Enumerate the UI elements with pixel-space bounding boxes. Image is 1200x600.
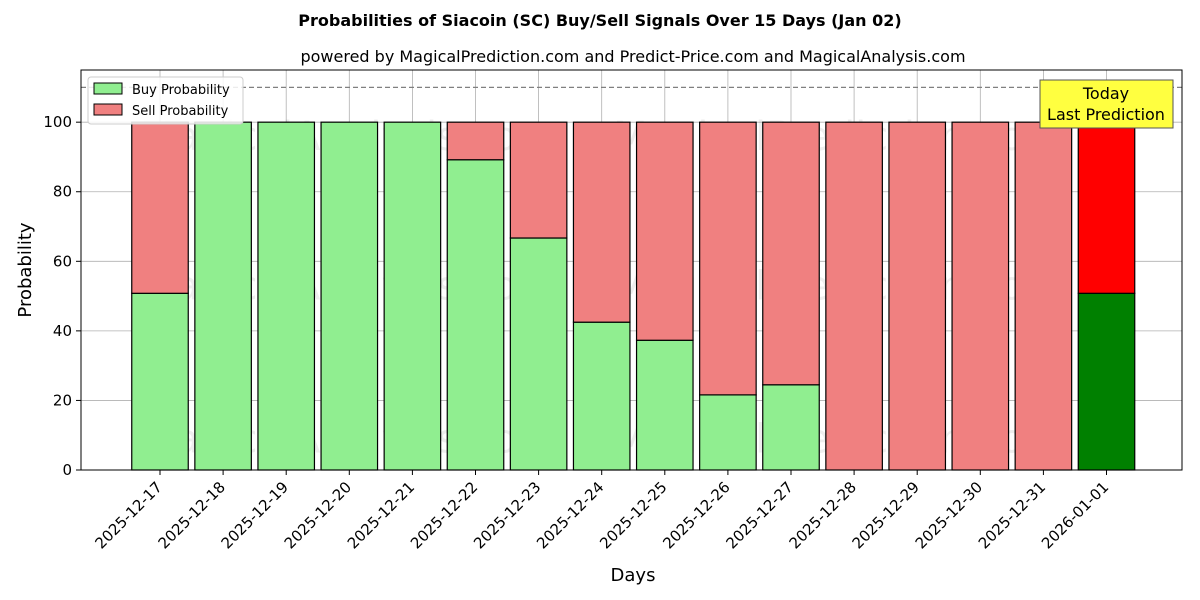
bar-buy-2025-12-27 <box>762 384 820 471</box>
bar-sell-2025-12-24 <box>572 121 631 323</box>
bar-sell-2025-12-27 <box>762 121 820 386</box>
legend-box <box>87 76 244 125</box>
legend-swatch-buy <box>93 82 123 95</box>
bar-buy-2025-12-18 <box>194 121 252 471</box>
legend-label-sell: Sell Probability <box>132 104 229 119</box>
x-tick-label: 2025-12-31 <box>975 478 1049 552</box>
bar-sell-2025-12-26 <box>699 121 757 396</box>
legend-swatch-sell <box>93 103 123 116</box>
x-tick-label: 2025-12-30 <box>912 478 986 552</box>
x-axis-ticks: 2025-12-172025-12-182025-12-192025-12-20… <box>91 470 1112 552</box>
today-annotation: Today Last Prediction <box>1039 79 1174 129</box>
bar-buy-2025-12-20 <box>320 121 379 471</box>
bar-sell-2025-12-17 <box>131 121 189 294</box>
x-tick-label: 2025-12-17 <box>91 478 165 552</box>
bar-buy-2025-12-21 <box>383 121 442 471</box>
y-tick-label: 80 <box>53 183 72 201</box>
x-tick-label: 2025-12-25 <box>596 478 670 552</box>
bar-sell-2025-12-30 <box>951 121 1010 471</box>
x-tick-label: 2025-12-18 <box>155 478 229 552</box>
y-axis-label: Probability <box>15 222 36 317</box>
chart-title: Probabilities of Siacoin (SC) Buy/Sell S… <box>298 11 901 30</box>
x-tick-label: 2025-12-27 <box>722 478 796 552</box>
today-annotation-box <box>1039 79 1174 129</box>
bar-buy-2025-12-22 <box>446 159 505 471</box>
x-tick-label: 2025-12-29 <box>849 478 923 552</box>
bar-sell-2025-12-23 <box>509 121 568 239</box>
bar-buy-2025-12-25 <box>635 339 694 471</box>
x-tick-label: 2025-12-22 <box>407 478 481 552</box>
bar-buy-2026-01-01 <box>1077 292 1136 471</box>
today-annotation-line1: Today <box>1082 84 1129 103</box>
bar-sell-2025-12-22 <box>446 121 505 161</box>
plot-frame <box>80 69 1183 471</box>
bar-buy-2025-12-26 <box>699 394 757 471</box>
bar-sell-2026-01-01 <box>1077 121 1136 294</box>
x-tick-label: 2025-12-26 <box>659 478 733 552</box>
legend: Buy Probability Sell Probability <box>87 76 244 125</box>
y-tick-label: 60 <box>53 252 72 270</box>
bar-buy-2025-12-17 <box>131 292 189 471</box>
y-tick-label: 0 <box>62 461 72 479</box>
bars-layer <box>131 121 1136 471</box>
y-tick-label: 40 <box>53 322 72 340</box>
chart-subtitle: powered by MagicalPrediction.com and Pre… <box>300 47 965 66</box>
bar-buy-2025-12-23 <box>509 237 568 471</box>
x-tick-label: 2026-01-01 <box>1038 478 1112 552</box>
x-axis-label: Days <box>611 565 656 586</box>
bar-buy-2025-12-24 <box>572 321 631 471</box>
y-axis-ticks: 0 20 40 60 80 100 <box>43 113 81 479</box>
x-tick-label: 2025-12-23 <box>470 478 544 552</box>
bar-sell-2025-12-29 <box>888 121 947 471</box>
x-tick-label: 2025-12-19 <box>218 478 292 552</box>
x-tick-label: 2025-12-21 <box>344 478 418 552</box>
today-annotation-line2: Last Prediction <box>1047 105 1165 124</box>
y-tick-label: 100 <box>43 113 72 131</box>
x-tick-label: 2025-12-28 <box>786 478 860 552</box>
x-tick-label: 2025-12-20 <box>281 478 355 552</box>
legend-label-buy: Buy Probability <box>132 83 230 98</box>
x-tick-label: 2025-12-24 <box>533 478 607 552</box>
bar-buy-2025-12-19 <box>257 121 316 471</box>
bar-sell-2025-12-31 <box>1014 121 1073 471</box>
y-tick-label: 20 <box>53 391 72 409</box>
bar-sell-2025-12-28 <box>825 121 883 471</box>
bar-sell-2025-12-25 <box>635 121 694 341</box>
